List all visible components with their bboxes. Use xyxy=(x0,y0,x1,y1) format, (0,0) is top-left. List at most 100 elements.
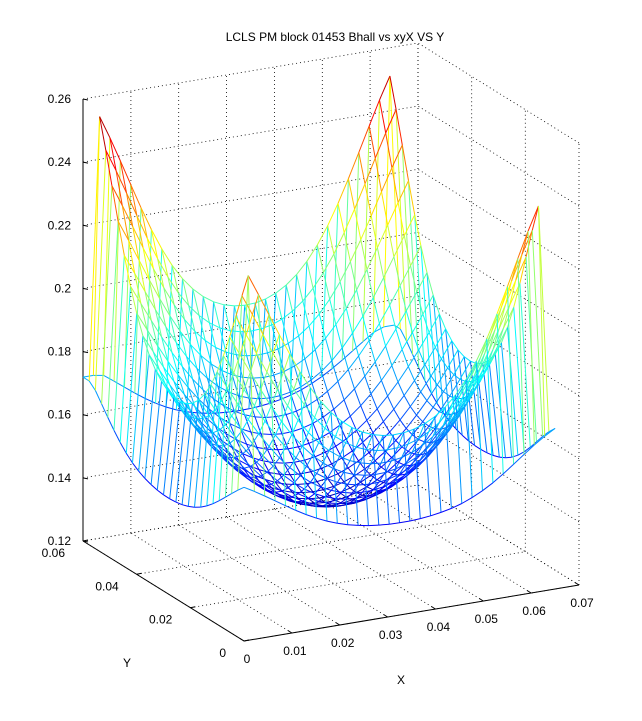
mesh-line xyxy=(244,414,252,433)
mesh-line xyxy=(258,420,266,434)
mesh-line xyxy=(140,207,152,230)
mesh-line xyxy=(320,478,328,488)
mesh-line xyxy=(269,397,277,417)
mesh-line xyxy=(268,314,276,501)
mesh-line xyxy=(186,356,198,369)
floor-gridline-y xyxy=(190,551,526,609)
mesh-line xyxy=(146,329,154,353)
axes-grid xyxy=(82,42,580,642)
mesh-line xyxy=(339,281,347,309)
mesh-line xyxy=(519,256,527,284)
mesh-line xyxy=(264,420,276,436)
mesh-line xyxy=(409,391,422,407)
mesh-line xyxy=(132,226,140,260)
mesh-line xyxy=(295,501,307,506)
mesh-line xyxy=(165,326,177,343)
mesh-line xyxy=(426,436,434,450)
mesh-line xyxy=(405,428,413,436)
mesh-line xyxy=(212,432,224,447)
mesh-line xyxy=(161,248,173,266)
mesh-line xyxy=(244,465,251,469)
mesh-line xyxy=(94,390,103,405)
mesh-line xyxy=(418,332,430,351)
mesh-line xyxy=(231,447,239,461)
mesh-line xyxy=(420,245,428,273)
mesh-line xyxy=(422,436,434,446)
mesh-line xyxy=(297,419,309,433)
mesh-line xyxy=(299,371,307,515)
mesh-line xyxy=(262,314,270,335)
mesh-line xyxy=(305,455,314,467)
mesh-line xyxy=(167,360,175,382)
mesh-line xyxy=(393,408,401,421)
mesh-line xyxy=(208,408,221,418)
mesh-line xyxy=(216,371,229,389)
mesh-line xyxy=(256,352,268,356)
mesh-line xyxy=(254,298,266,304)
mesh-line xyxy=(389,419,401,433)
mesh-line xyxy=(245,443,253,452)
mesh-line xyxy=(188,387,196,407)
x-tick-label: 0.04 xyxy=(427,620,451,634)
mesh-line xyxy=(279,457,291,468)
mesh-line xyxy=(111,185,119,222)
mesh-line xyxy=(310,376,322,385)
mesh-line xyxy=(283,353,291,373)
mesh-line xyxy=(308,313,320,327)
mesh-line xyxy=(397,202,405,236)
mesh-line xyxy=(243,389,255,407)
mesh-line xyxy=(349,487,357,494)
mesh-line xyxy=(368,474,376,485)
mesh-line xyxy=(428,425,436,430)
mesh-line xyxy=(403,467,415,477)
mesh-line xyxy=(389,473,400,480)
mesh-line xyxy=(213,301,221,328)
mesh-line xyxy=(383,277,391,306)
mesh-line xyxy=(266,465,274,473)
mesh-line xyxy=(184,319,192,345)
mesh-line xyxy=(115,170,127,194)
mesh-line xyxy=(225,415,233,425)
mesh-line xyxy=(364,474,375,476)
mesh-line xyxy=(341,499,353,504)
mesh-line xyxy=(237,467,249,478)
mesh-line xyxy=(362,297,374,317)
mesh-line xyxy=(349,497,357,504)
mesh-line xyxy=(179,331,187,357)
mesh-line xyxy=(99,116,111,138)
mesh-line xyxy=(238,408,249,412)
mesh-line xyxy=(303,404,315,418)
mesh-line xyxy=(432,391,444,408)
mesh-line xyxy=(231,404,239,417)
mesh-line xyxy=(376,486,384,494)
mesh-line xyxy=(289,353,301,373)
mesh-line xyxy=(496,313,504,474)
mesh-line xyxy=(302,427,310,444)
mesh-line xyxy=(420,245,432,394)
mesh-line xyxy=(372,297,380,324)
mesh-line xyxy=(409,406,417,416)
mesh-line xyxy=(182,278,190,306)
mesh-line xyxy=(322,462,334,469)
mesh-line xyxy=(409,459,421,468)
mesh-line xyxy=(370,215,378,248)
mesh-line xyxy=(206,371,218,506)
mesh-line xyxy=(401,349,409,367)
mesh-line xyxy=(373,326,384,334)
mesh-line xyxy=(140,303,152,321)
mesh-line xyxy=(298,325,310,337)
mesh-line xyxy=(167,390,175,398)
mesh-line xyxy=(289,386,301,393)
mesh-line xyxy=(356,419,368,431)
mesh-line xyxy=(339,498,347,504)
mesh-line xyxy=(434,347,442,360)
mesh-line xyxy=(275,491,287,499)
z-tick-mark xyxy=(82,98,89,101)
mesh-line xyxy=(293,365,302,388)
mesh-line xyxy=(192,399,199,404)
mesh-line xyxy=(494,304,506,330)
mesh-line xyxy=(245,450,258,463)
mesh-line xyxy=(152,351,165,368)
mesh-line xyxy=(422,295,434,315)
mesh-line xyxy=(310,481,322,488)
